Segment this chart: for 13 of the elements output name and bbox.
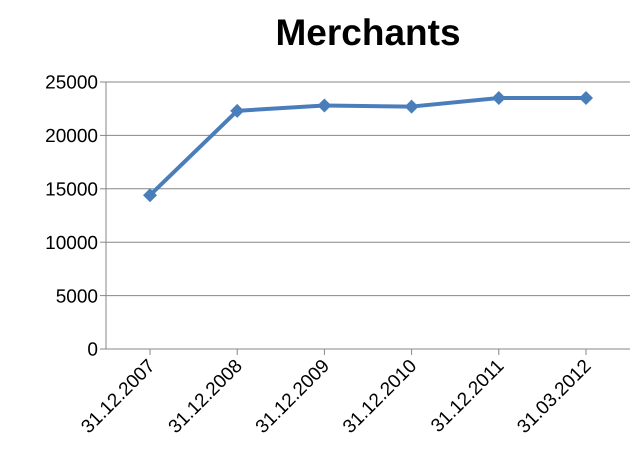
y-tick-label: 0: [87, 340, 98, 361]
y-tick-label: 15000: [45, 180, 98, 201]
point: [404, 100, 419, 114]
point: [143, 188, 157, 202]
y-tick-label: 25000: [45, 72, 98, 94]
y-tick-label: 10000: [45, 232, 98, 254]
chart-title: Merchants: [274, 12, 462, 54]
point: [492, 91, 506, 106]
point: [317, 98, 332, 112]
y-tick-label: 5000: [56, 286, 98, 308]
point: [579, 91, 593, 106]
point: [230, 104, 244, 118]
y-tick-label: 20000: [45, 126, 98, 148]
